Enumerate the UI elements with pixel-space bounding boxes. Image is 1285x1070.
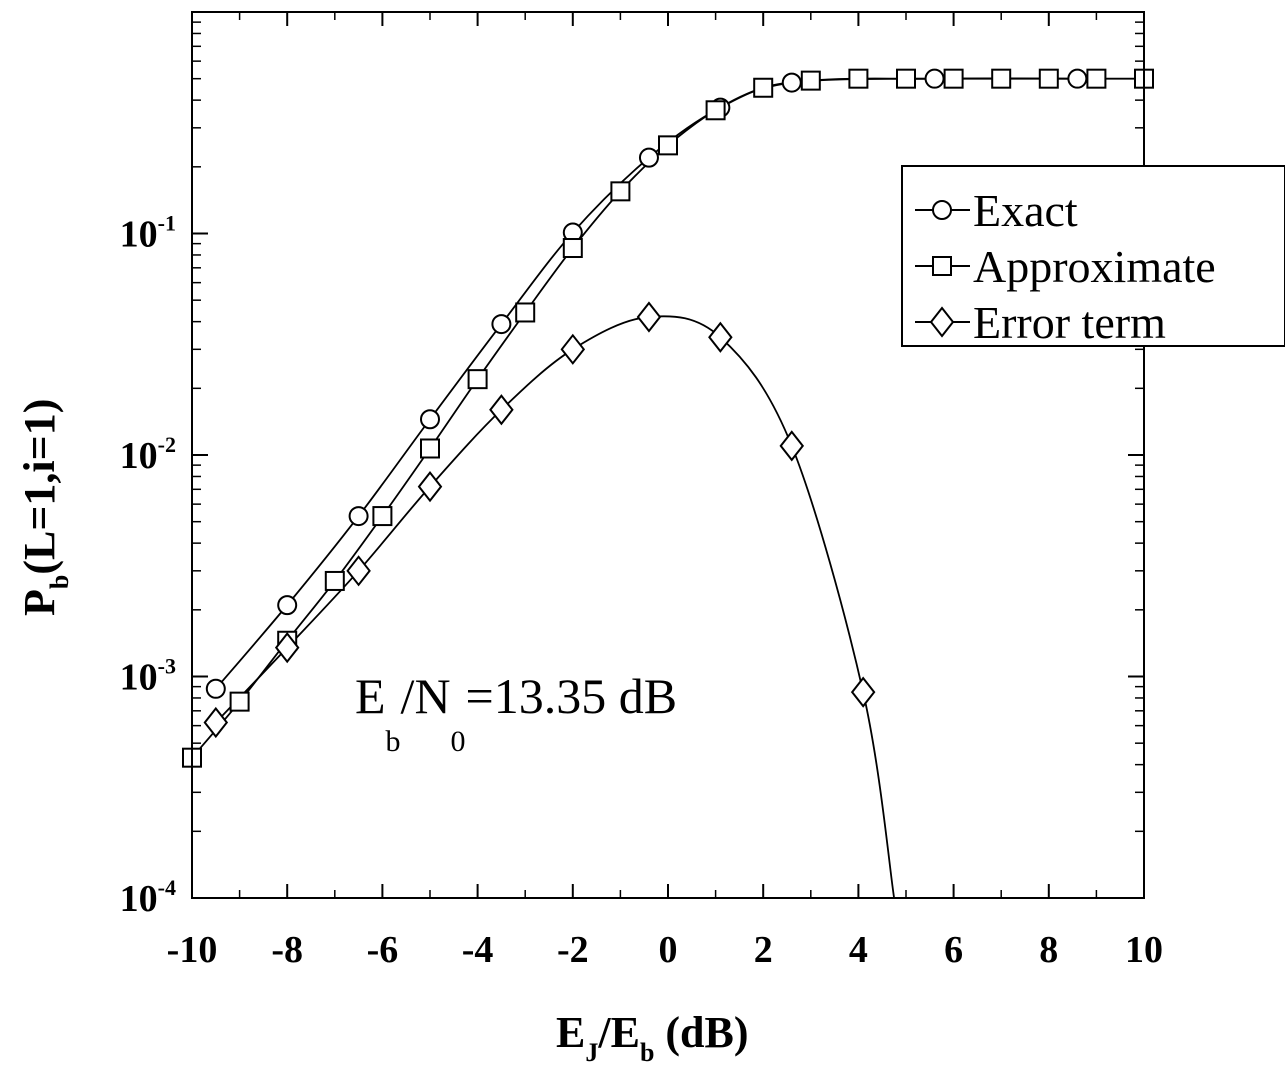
point-diamond <box>708 321 733 353</box>
point-circle <box>491 314 512 335</box>
x-tick-label: 0 <box>659 929 678 971</box>
x-tick-label: -8 <box>271 929 303 971</box>
point-diamond <box>203 706 229 739</box>
point-square <box>562 238 583 259</box>
x-tick-label: -6 <box>367 929 399 971</box>
point-square <box>467 369 488 390</box>
legend-marker-diamond <box>929 306 955 338</box>
point-circle <box>781 72 802 93</box>
point-circle <box>1067 68 1088 89</box>
point-diamond <box>489 394 514 426</box>
x-tick-label: 2 <box>754 929 773 971</box>
y-tick-label: 10-4 <box>120 875 176 920</box>
legend-label: Error term <box>973 297 1166 348</box>
point-circle <box>277 595 298 616</box>
legend-label: Exact <box>973 185 1078 236</box>
point-diamond <box>346 555 371 587</box>
point-diamond <box>850 676 876 708</box>
point-diamond <box>274 632 300 664</box>
legend-label: Approximate <box>973 241 1216 292</box>
point-circle <box>205 678 226 699</box>
point-square <box>753 77 774 98</box>
point-diamond <box>417 470 443 503</box>
ticks-layer <box>191 11 1145 899</box>
point-diamond <box>636 301 662 333</box>
point-square <box>943 68 964 89</box>
legend-marker-circle <box>932 200 952 220</box>
point-square <box>848 68 869 89</box>
y-axis-label: Pb(L=1,i=1) <box>15 399 74 616</box>
legend-marker-square <box>932 256 952 276</box>
series-line-square <box>192 77 1144 759</box>
point-circle <box>420 409 440 430</box>
point-square <box>1038 68 1059 89</box>
point-circle <box>924 68 945 89</box>
point-square <box>229 691 250 712</box>
legend-box <box>901 165 1285 347</box>
x-tick-label: 4 <box>849 929 868 971</box>
point-diamond <box>779 430 805 462</box>
x-axis-label: EJ/Eb (dB) <box>556 1008 749 1067</box>
point-square <box>420 438 440 459</box>
point-square <box>896 68 916 89</box>
series-layer <box>182 68 1154 898</box>
y-tick-label: 10-3 <box>120 654 176 699</box>
x-tick-label: 6 <box>944 929 963 971</box>
x-tick-label: -2 <box>557 929 589 971</box>
plot-frame <box>191 11 1145 899</box>
annotation: Eb/N0=13.35 dB <box>355 668 677 758</box>
point-square <box>515 302 536 323</box>
x-tick-label: 8 <box>1039 929 1058 971</box>
y-tick-label: 10-2 <box>120 432 176 477</box>
point-circle <box>348 506 369 527</box>
x-tick-label: -4 <box>462 929 494 971</box>
point-square <box>800 70 821 91</box>
x-tick-label: -10 <box>167 929 218 971</box>
point-square <box>1086 68 1107 89</box>
point-square <box>324 570 345 591</box>
point-circle <box>638 147 659 168</box>
series-line-diamond <box>215 315 895 898</box>
point-square <box>658 135 678 156</box>
y-tick-label: 10-1 <box>120 211 176 256</box>
point-square <box>372 506 393 527</box>
point-square <box>610 181 631 202</box>
point-diamond <box>560 333 586 365</box>
tick-labels: -10 -8 -6 -4 -2 0 2 4 6 8 10 10-1 10-2 10-3 10-4 <box>120 211 1163 972</box>
point-square <box>991 68 1012 89</box>
x-tick-label: 10 <box>1125 929 1163 971</box>
point-square <box>705 100 726 121</box>
